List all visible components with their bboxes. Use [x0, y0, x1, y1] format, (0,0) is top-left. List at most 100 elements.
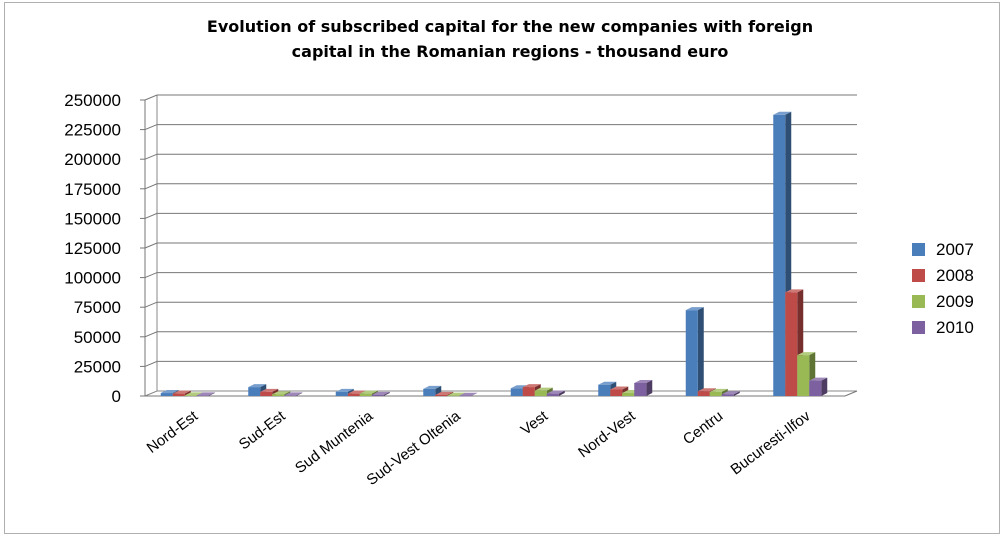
bar-2010-Vest: [546, 393, 559, 396]
bar-2008-Sud-Est: [260, 391, 273, 396]
chart-title-line-1: Evolution of subscribed capital for the …: [206, 17, 814, 36]
bar-top-2008: [522, 384, 541, 388]
gridline: [144, 301, 857, 308]
gridline: [144, 94, 857, 101]
bar-top-2007: [773, 111, 792, 115]
legend-swatch-2010: [912, 321, 925, 334]
bar-top-2007: [335, 388, 354, 392]
bar-side-2010: [821, 377, 828, 396]
bar-2009-Nord-Vest: [622, 393, 635, 396]
y-tick-label: 100000: [64, 269, 121, 288]
bar-side-2010: [296, 392, 303, 396]
x-tick-label: Nord-Est: [144, 407, 202, 457]
bar-2010-Nord-Vest: [634, 382, 647, 396]
bar-top-2007: [685, 307, 704, 311]
bar-side-2010: [383, 391, 390, 396]
gridline: [144, 272, 857, 279]
bar-top-2009: [359, 390, 378, 394]
x-tick-label: Sud-Est: [236, 407, 290, 453]
bar-top-2007: [423, 385, 442, 389]
y-tick-label: 250000: [64, 91, 121, 110]
bar-top-2010: [196, 392, 215, 396]
bar-2010-Sud-Est: [284, 395, 297, 396]
bar-2008-Nord-Vest: [610, 389, 623, 396]
bar-top-2008: [435, 391, 454, 395]
bar-side-2010: [733, 391, 740, 396]
y-tick-label: 0: [112, 387, 121, 406]
bar-2007-Vest: [510, 388, 523, 396]
x-tick-label: Bucuresti-Ilfov: [728, 407, 815, 478]
bar-top-2010: [459, 392, 478, 396]
bar-top-2010: [721, 391, 740, 395]
bar-2007-Sud-Vest Oltenia: [423, 388, 436, 396]
gridline: [144, 331, 857, 338]
gridline: [144, 212, 857, 219]
bar-2009-Vest: [534, 390, 547, 396]
y-tick-label: 125000: [64, 239, 121, 258]
chart-title: Evolution of subscribed capital for the …: [60, 14, 960, 64]
y-tick-label: 175000: [64, 180, 121, 199]
gridline: [144, 124, 857, 131]
bar-top-2010: [371, 391, 390, 395]
x-axis-depth: [844, 390, 858, 397]
bar-top-2008: [610, 386, 629, 390]
bar-top-2008: [697, 388, 716, 392]
bar-2009-Sud-Est: [272, 394, 285, 396]
x-tick-label: Sud-Vest Oltenia: [364, 407, 465, 489]
bar-top-2010: [809, 377, 828, 381]
x-tick-label: Sud Muntenia: [292, 407, 377, 477]
legend-swatch-2007: [912, 243, 925, 256]
bar-2007-Nord-Vest: [598, 384, 611, 396]
bar-2007-Centru: [685, 310, 698, 396]
legend-label-2008: 2008: [936, 266, 974, 285]
legend-swatch-2008: [912, 269, 925, 282]
bar-2010-Nord-Est: [196, 395, 209, 396]
gridline: [144, 360, 857, 367]
bar-top-2009: [272, 391, 291, 395]
bar-top-2009: [709, 388, 728, 392]
legend-label-2007: 2007: [936, 240, 974, 259]
bar-2008-Sud-Vest Oltenia: [435, 394, 448, 396]
bar-top-2008: [785, 289, 804, 293]
bar-2009-Nord-Est: [184, 395, 197, 396]
bar-2007-Sud Muntenia: [335, 391, 348, 396]
bar-side-2010: [558, 390, 565, 396]
bar-2010-Centru: [721, 394, 734, 396]
bar-top-2010: [284, 392, 303, 396]
bar-top-2007: [598, 381, 617, 385]
legend-label-2010: 2010: [936, 318, 974, 337]
chart-frame: [4, 2, 1000, 534]
bar-2008-Centru: [697, 391, 710, 396]
gridline: [144, 183, 857, 190]
x-tick-label: Vest: [518, 407, 552, 439]
y-tick-label: 75000: [74, 298, 121, 317]
bar-top-2008: [172, 390, 191, 394]
bar-2009-Centru: [709, 391, 722, 396]
bar-2008-Nord-Est: [172, 393, 185, 396]
y-tick-label: 200000: [64, 150, 121, 169]
bar-side-2007: [697, 307, 704, 396]
chart-title-line-2: capital in the Romanian regions - thousa…: [291, 42, 729, 61]
bar-top-2007: [248, 384, 267, 388]
y-tick-label: 150000: [64, 209, 121, 228]
bar-top-2007: [160, 390, 179, 394]
y-tick-label: 25000: [74, 357, 121, 376]
bar-2007-Nord-Est: [160, 393, 173, 396]
x-tick-label: Nord-Vest: [575, 407, 639, 461]
bar-2010-Sud Muntenia: [371, 394, 384, 396]
bar-2008-Sud Muntenia: [347, 393, 360, 396]
bar-2007-Sud-Est: [248, 387, 261, 396]
bar-side-2010: [471, 392, 478, 396]
x-tick-label: Centru: [680, 408, 726, 449]
bar-top-2009: [534, 387, 553, 391]
bar-top-2009: [797, 352, 816, 356]
bar-top-2010: [634, 379, 653, 383]
bar-2010-Bucuresti-Ilfov: [809, 380, 822, 396]
bar-2008-Vest: [522, 387, 535, 396]
gridline: [144, 242, 857, 249]
bar-side-2010: [208, 392, 215, 396]
y-tick-label: 225000: [64, 121, 121, 140]
legend-label-2009: 2009: [936, 292, 974, 311]
gridline: [144, 153, 857, 160]
